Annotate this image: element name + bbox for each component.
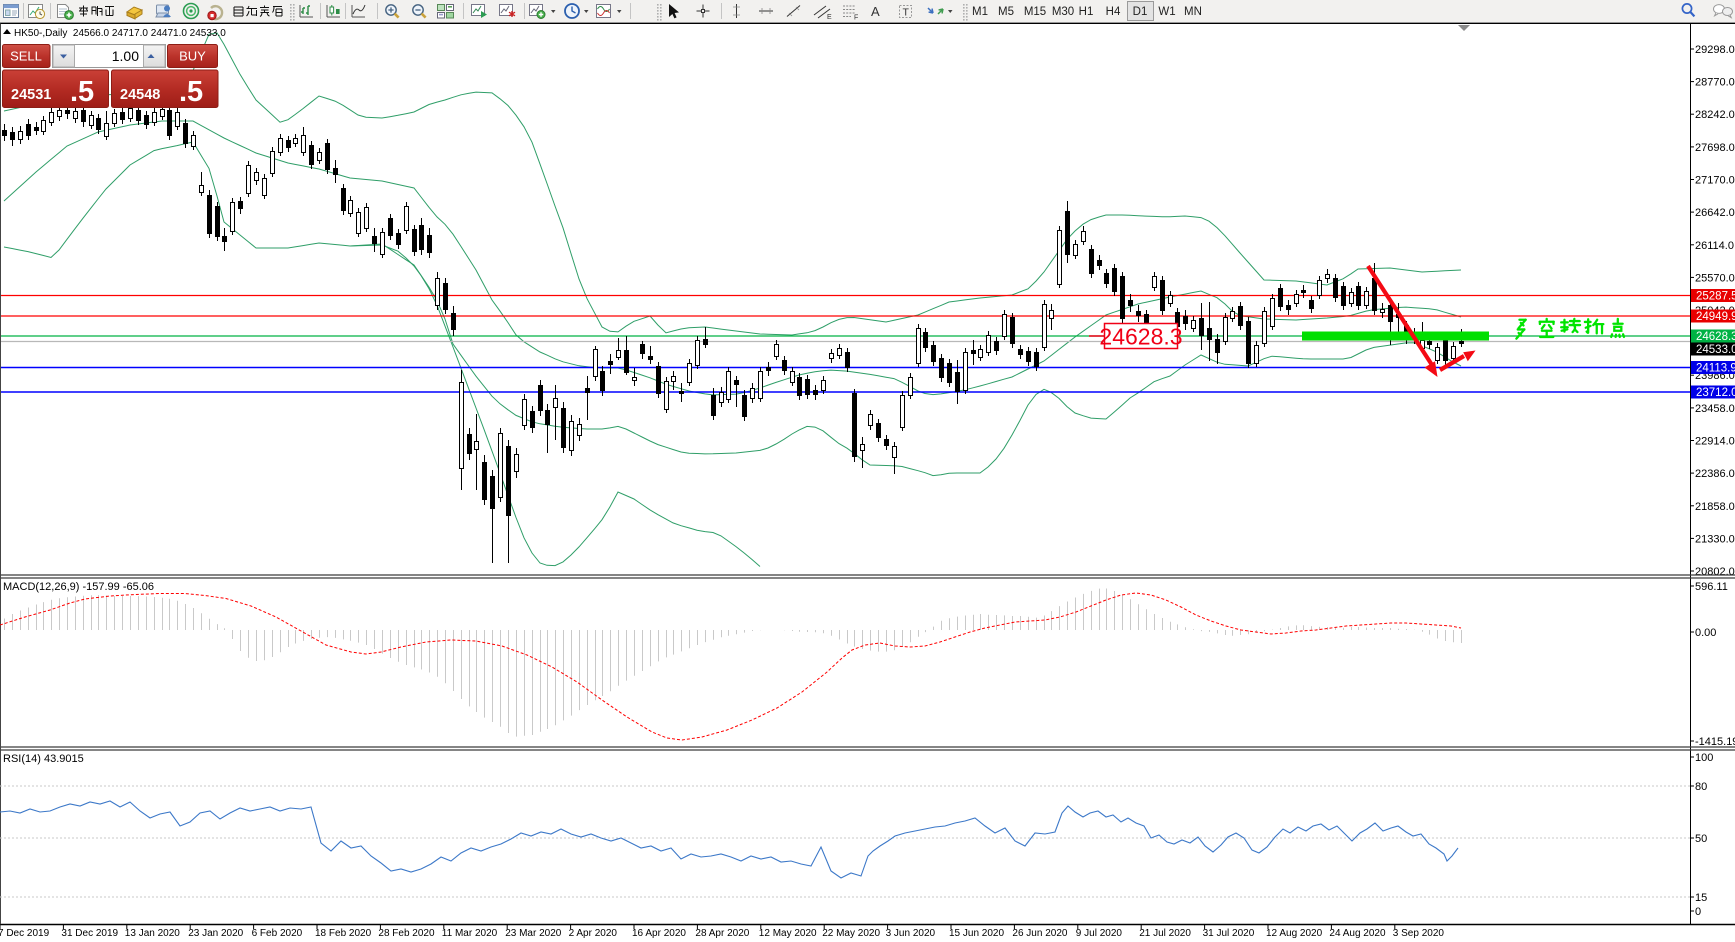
- svg-text:100: 100: [1695, 752, 1713, 764]
- svg-text:2 Apr 2020: 2 Apr 2020: [569, 928, 618, 939]
- svg-text:28242.0: 28242.0: [1695, 109, 1735, 121]
- svg-text:31 Jul 2020: 31 Jul 2020: [1203, 928, 1255, 939]
- svg-text:21 Jul 2020: 21 Jul 2020: [1139, 928, 1191, 939]
- svg-text:15 Jun 2020: 15 Jun 2020: [949, 928, 1004, 939]
- svg-text:23 Jan 2020: 23 Jan 2020: [188, 928, 243, 939]
- svg-text:23 Mar 2020: 23 Mar 2020: [505, 928, 562, 939]
- svg-text:6 Feb 2020: 6 Feb 2020: [252, 928, 303, 939]
- svg-text:23712.0: 23712.0: [1696, 387, 1735, 399]
- svg-text:27698.0: 27698.0: [1695, 142, 1735, 154]
- svg-text:28 Feb 2020: 28 Feb 2020: [378, 928, 435, 939]
- svg-text:M15: M15: [1024, 6, 1046, 18]
- svg-text:-1415.19: -1415.19: [1695, 736, 1735, 748]
- svg-text:28770.0: 28770.0: [1695, 77, 1735, 89]
- svg-text:50: 50: [1695, 833, 1707, 845]
- svg-text:22386.0: 22386.0: [1695, 468, 1735, 480]
- svg-text:24949.9: 24949.9: [1696, 311, 1735, 323]
- svg-text:22914.0: 22914.0: [1695, 436, 1735, 448]
- svg-text:H4: H4: [1106, 6, 1121, 18]
- svg-text:22 May 2020: 22 May 2020: [822, 928, 880, 939]
- svg-text:.5: .5: [70, 76, 94, 108]
- svg-text:0.00: 0.00: [1695, 627, 1716, 639]
- svg-text:24 Aug 2020: 24 Aug 2020: [1329, 928, 1386, 939]
- svg-text:M5: M5: [998, 6, 1014, 18]
- svg-text:24548: 24548: [120, 87, 160, 103]
- svg-text:24628.3: 24628.3: [1099, 324, 1182, 350]
- svg-text:E: E: [827, 14, 832, 21]
- svg-text:.5: .5: [179, 76, 203, 108]
- svg-text:M1: M1: [972, 6, 988, 18]
- svg-text:SELL: SELL: [10, 49, 42, 64]
- svg-text:MACD(12,26,9) -157.99 -65.06: MACD(12,26,9) -157.99 -65.06: [3, 581, 154, 593]
- svg-text:27170.0: 27170.0: [1695, 175, 1735, 187]
- svg-text:25287.5: 25287.5: [1696, 291, 1735, 303]
- svg-text:7 Dec 2019: 7 Dec 2019: [0, 928, 50, 939]
- svg-text:20802.0: 20802.0: [1695, 566, 1735, 578]
- svg-text:26114.0: 26114.0: [1695, 240, 1734, 252]
- svg-text:15: 15: [1695, 892, 1707, 904]
- svg-text:12 Aug 2020: 12 Aug 2020: [1266, 928, 1323, 939]
- svg-text:13 Jan 2020: 13 Jan 2020: [125, 928, 180, 939]
- svg-text:80: 80: [1695, 781, 1707, 793]
- svg-text:596.11: 596.11: [1695, 581, 1728, 593]
- svg-text:9 Jul 2020: 9 Jul 2020: [1076, 928, 1123, 939]
- svg-text:1.00: 1.00: [112, 48, 139, 64]
- svg-text:HK50-,Daily 24566.0 24717.0 2: HK50-,Daily 24566.0 24717.0 24471.0 2453…: [14, 28, 226, 39]
- svg-text:28 Apr 2020: 28 Apr 2020: [695, 928, 749, 939]
- svg-text:18 Feb 2020: 18 Feb 2020: [315, 928, 372, 939]
- svg-text:24533.0: 24533.0: [1696, 344, 1735, 356]
- svg-text:24531: 24531: [11, 87, 51, 103]
- svg-text:D1: D1: [1133, 6, 1148, 18]
- svg-text:T: T: [903, 7, 910, 19]
- svg-text:12 May 2020: 12 May 2020: [759, 928, 817, 939]
- svg-text:H1: H1: [1079, 6, 1094, 18]
- svg-text:24628.3: 24628.3: [1696, 331, 1735, 343]
- svg-text:31 Dec 2019: 31 Dec 2019: [61, 928, 118, 939]
- svg-text:24113.9: 24113.9: [1696, 363, 1735, 375]
- svg-text:26642.0: 26642.0: [1695, 207, 1735, 219]
- svg-text:A: A: [871, 4, 880, 19]
- svg-text:BUY: BUY: [179, 49, 206, 64]
- svg-text:M30: M30: [1052, 6, 1074, 18]
- svg-text:26 Jun 2020: 26 Jun 2020: [1012, 928, 1067, 939]
- svg-text:25570.0: 25570.0: [1695, 272, 1735, 284]
- svg-text:21858.0: 21858.0: [1695, 501, 1735, 513]
- svg-text:RSI(14) 43.9015: RSI(14) 43.9015: [3, 753, 84, 765]
- svg-text:16 Apr 2020: 16 Apr 2020: [632, 928, 686, 939]
- svg-text:29298.0: 29298.0: [1695, 44, 1735, 56]
- svg-text:3 Sep 2020: 3 Sep 2020: [1393, 928, 1445, 939]
- svg-text:21330.0: 21330.0: [1695, 533, 1735, 545]
- svg-text:3 Jun 2020: 3 Jun 2020: [886, 928, 936, 939]
- svg-text:MN: MN: [1184, 6, 1202, 18]
- svg-text:F: F: [854, 15, 858, 22]
- svg-text:0: 0: [1695, 906, 1701, 918]
- svg-text:W1: W1: [1158, 6, 1175, 18]
- svg-text:23458.0: 23458.0: [1695, 403, 1735, 415]
- svg-text:11 Mar 2020: 11 Mar 2020: [442, 928, 498, 939]
